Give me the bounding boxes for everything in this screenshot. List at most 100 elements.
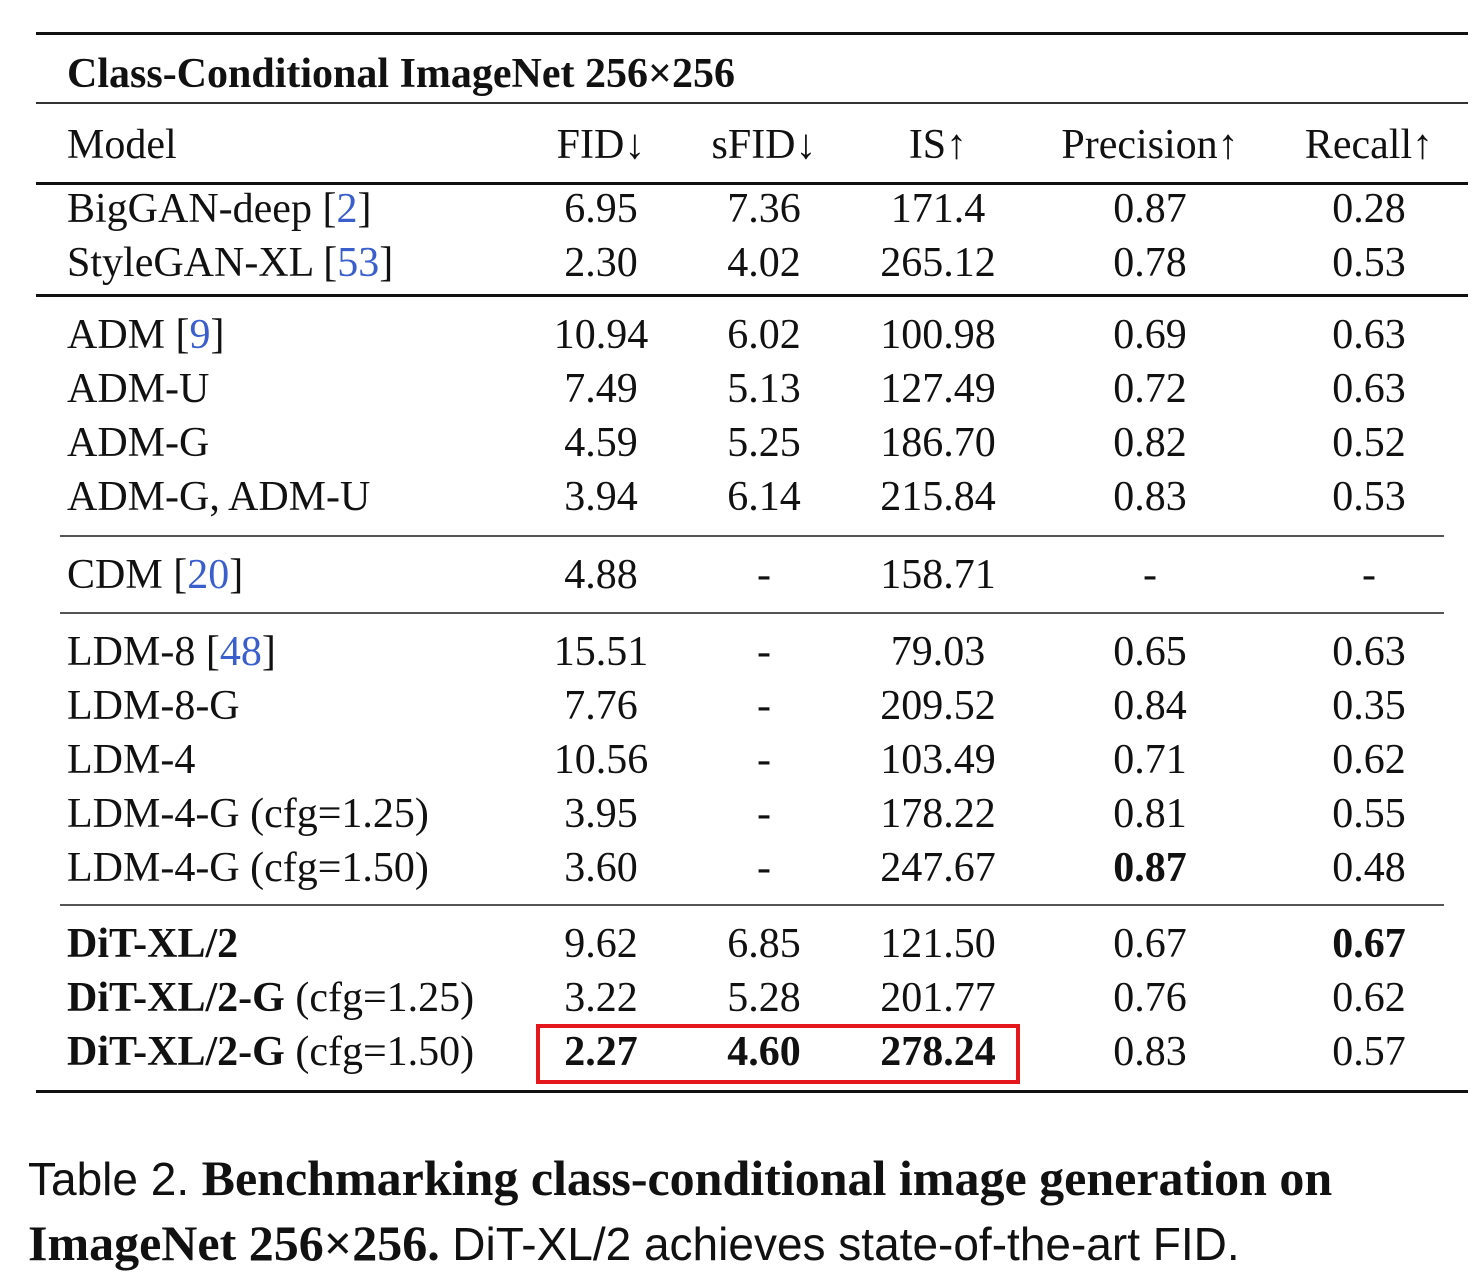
- table-cell: 215.84: [880, 474, 996, 520]
- table-cell: 10.94: [553, 312, 649, 358]
- best-fid-cell: 2.27: [564, 1029, 638, 1075]
- title-rule: [36, 102, 1468, 104]
- table-row-model: ADM-G, ADM-U: [67, 474, 371, 520]
- table-cell: 79.03: [890, 629, 986, 675]
- table-cell: 3.60: [564, 845, 638, 891]
- table-cell: 7.49: [564, 366, 638, 412]
- table-cell: -: [757, 737, 771, 783]
- table-cell: 0.62: [1332, 975, 1406, 1021]
- table-cell: 209.52: [880, 683, 996, 729]
- citation-link[interactable]: 53: [337, 240, 380, 286]
- table-cell: 0.62: [1332, 737, 1406, 783]
- table-cell: 4.02: [727, 240, 801, 286]
- table-cell: 5.28: [727, 975, 801, 1021]
- header-model: Model: [67, 122, 177, 168]
- table-cell: 15.51: [553, 629, 649, 675]
- best-sfid-cell: 4.60: [727, 1029, 801, 1075]
- table-cell: 0.78: [1113, 240, 1187, 286]
- table-row-model: LDM-4-G (cfg=1.50): [67, 845, 429, 891]
- best-recall-cell: 0.67: [1332, 921, 1406, 967]
- table-row-model: LDM-4-G (cfg=1.25): [67, 791, 429, 837]
- table-cell: 158.71: [880, 552, 996, 598]
- table-cell: 6.02: [727, 312, 801, 358]
- table-cell: 9.62: [564, 921, 638, 967]
- table-cell: 0.69: [1113, 312, 1187, 358]
- citation-link[interactable]: 9: [189, 312, 211, 358]
- table-cell: 6.14: [727, 474, 801, 520]
- table-row-model: LDM-4: [67, 737, 196, 783]
- table-row-model: ADM-U: [67, 366, 210, 412]
- header-fid: FID↓: [556, 122, 646, 168]
- table-cell: 0.84: [1113, 683, 1187, 729]
- table-cell: -: [1143, 552, 1157, 598]
- table-row-model: CDM [20]: [67, 552, 244, 598]
- table-title: Class-Conditional ImageNet 256×256: [67, 51, 735, 97]
- table-cell: 100.98: [880, 312, 996, 358]
- group-rule: [60, 904, 1444, 906]
- table-cell: 7.36: [727, 186, 801, 232]
- table-cell: -: [757, 683, 771, 729]
- table-cell: 0.76: [1113, 975, 1187, 1021]
- table-cell: 265.12: [880, 240, 996, 286]
- table-cell: 3.95: [564, 791, 638, 837]
- caption-bold-text: Benchmarking class-conditional image gen…: [28, 1150, 1333, 1271]
- citation-link[interactable]: 20: [187, 552, 230, 598]
- table-row-model: ADM [9]: [67, 312, 225, 358]
- table-cell: 0.87: [1113, 186, 1187, 232]
- table-cell: -: [1362, 552, 1376, 598]
- table-cell: 0.83: [1113, 1029, 1187, 1075]
- table-cell: 0.63: [1332, 629, 1406, 675]
- bottom-rule: [36, 1090, 1468, 1093]
- table-cell: 127.49: [880, 366, 996, 412]
- table-cell: 7.76: [564, 683, 638, 729]
- table-cell: 3.22: [564, 975, 638, 1021]
- table-row-model: DiT-XL/2-G (cfg=1.50): [67, 1029, 475, 1075]
- top-rule: [36, 32, 1468, 35]
- table-cell: 5.25: [727, 420, 801, 466]
- best-precision-cell: 0.87: [1113, 845, 1187, 891]
- table-cell: 178.22: [880, 791, 996, 837]
- header-recall: Recall↑: [1304, 122, 1434, 168]
- table-row-model: LDM-8-G: [67, 683, 240, 729]
- table-cell: 0.83: [1113, 474, 1187, 520]
- table-cell: -: [757, 845, 771, 891]
- caption-text: DiT-XL/2 achieves state-of-the-art FID.: [452, 1218, 1240, 1270]
- table-cell: 186.70: [880, 420, 996, 466]
- table-cell: 0.63: [1332, 366, 1406, 412]
- header-is: IS↑: [908, 122, 968, 168]
- table-cell: 0.48: [1332, 845, 1406, 891]
- table-cell: 0.82: [1113, 420, 1187, 466]
- section-rule: [36, 294, 1468, 297]
- table-cell: -: [757, 552, 771, 598]
- table-cell: 171.4: [890, 186, 986, 232]
- header-precision: Precision↑: [1061, 122, 1239, 168]
- table-cell: 0.72: [1113, 366, 1187, 412]
- table-cell: 4.88: [564, 552, 638, 598]
- citation-link[interactable]: 48: [219, 629, 262, 675]
- table-cell: 247.67: [880, 845, 996, 891]
- table-caption: Table 2. Benchmarking class-conditional …: [28, 1146, 1468, 1276]
- table-cell: 0.53: [1332, 240, 1406, 286]
- table-cell: 0.71: [1113, 737, 1187, 783]
- best-is-cell: 278.24: [880, 1029, 996, 1075]
- table-cell: 6.85: [727, 921, 801, 967]
- table-cell: -: [757, 791, 771, 837]
- table-cell: 0.63: [1332, 312, 1406, 358]
- header-rule: [36, 182, 1468, 185]
- table-cell: 0.55: [1332, 791, 1406, 837]
- citation-link[interactable]: 2: [336, 186, 358, 232]
- table-cell: 103.49: [880, 737, 996, 783]
- table-cell: 10.56: [553, 737, 649, 783]
- table-cell: 5.13: [727, 366, 801, 412]
- table-cell: 4.59: [564, 420, 638, 466]
- group-rule: [60, 612, 1444, 614]
- table-cell: 0.81: [1113, 791, 1187, 837]
- table-cell: 6.95: [564, 186, 638, 232]
- table-row-model: StyleGAN-XL [53]: [67, 240, 394, 286]
- header-sfid: sFID↓: [711, 122, 817, 168]
- table-cell: 121.50: [880, 921, 996, 967]
- table-row-model: DiT-XL/2: [67, 921, 239, 967]
- table-cell: 0.52: [1332, 420, 1406, 466]
- table-cell: 0.67: [1113, 921, 1187, 967]
- table-cell: 2.30: [564, 240, 638, 286]
